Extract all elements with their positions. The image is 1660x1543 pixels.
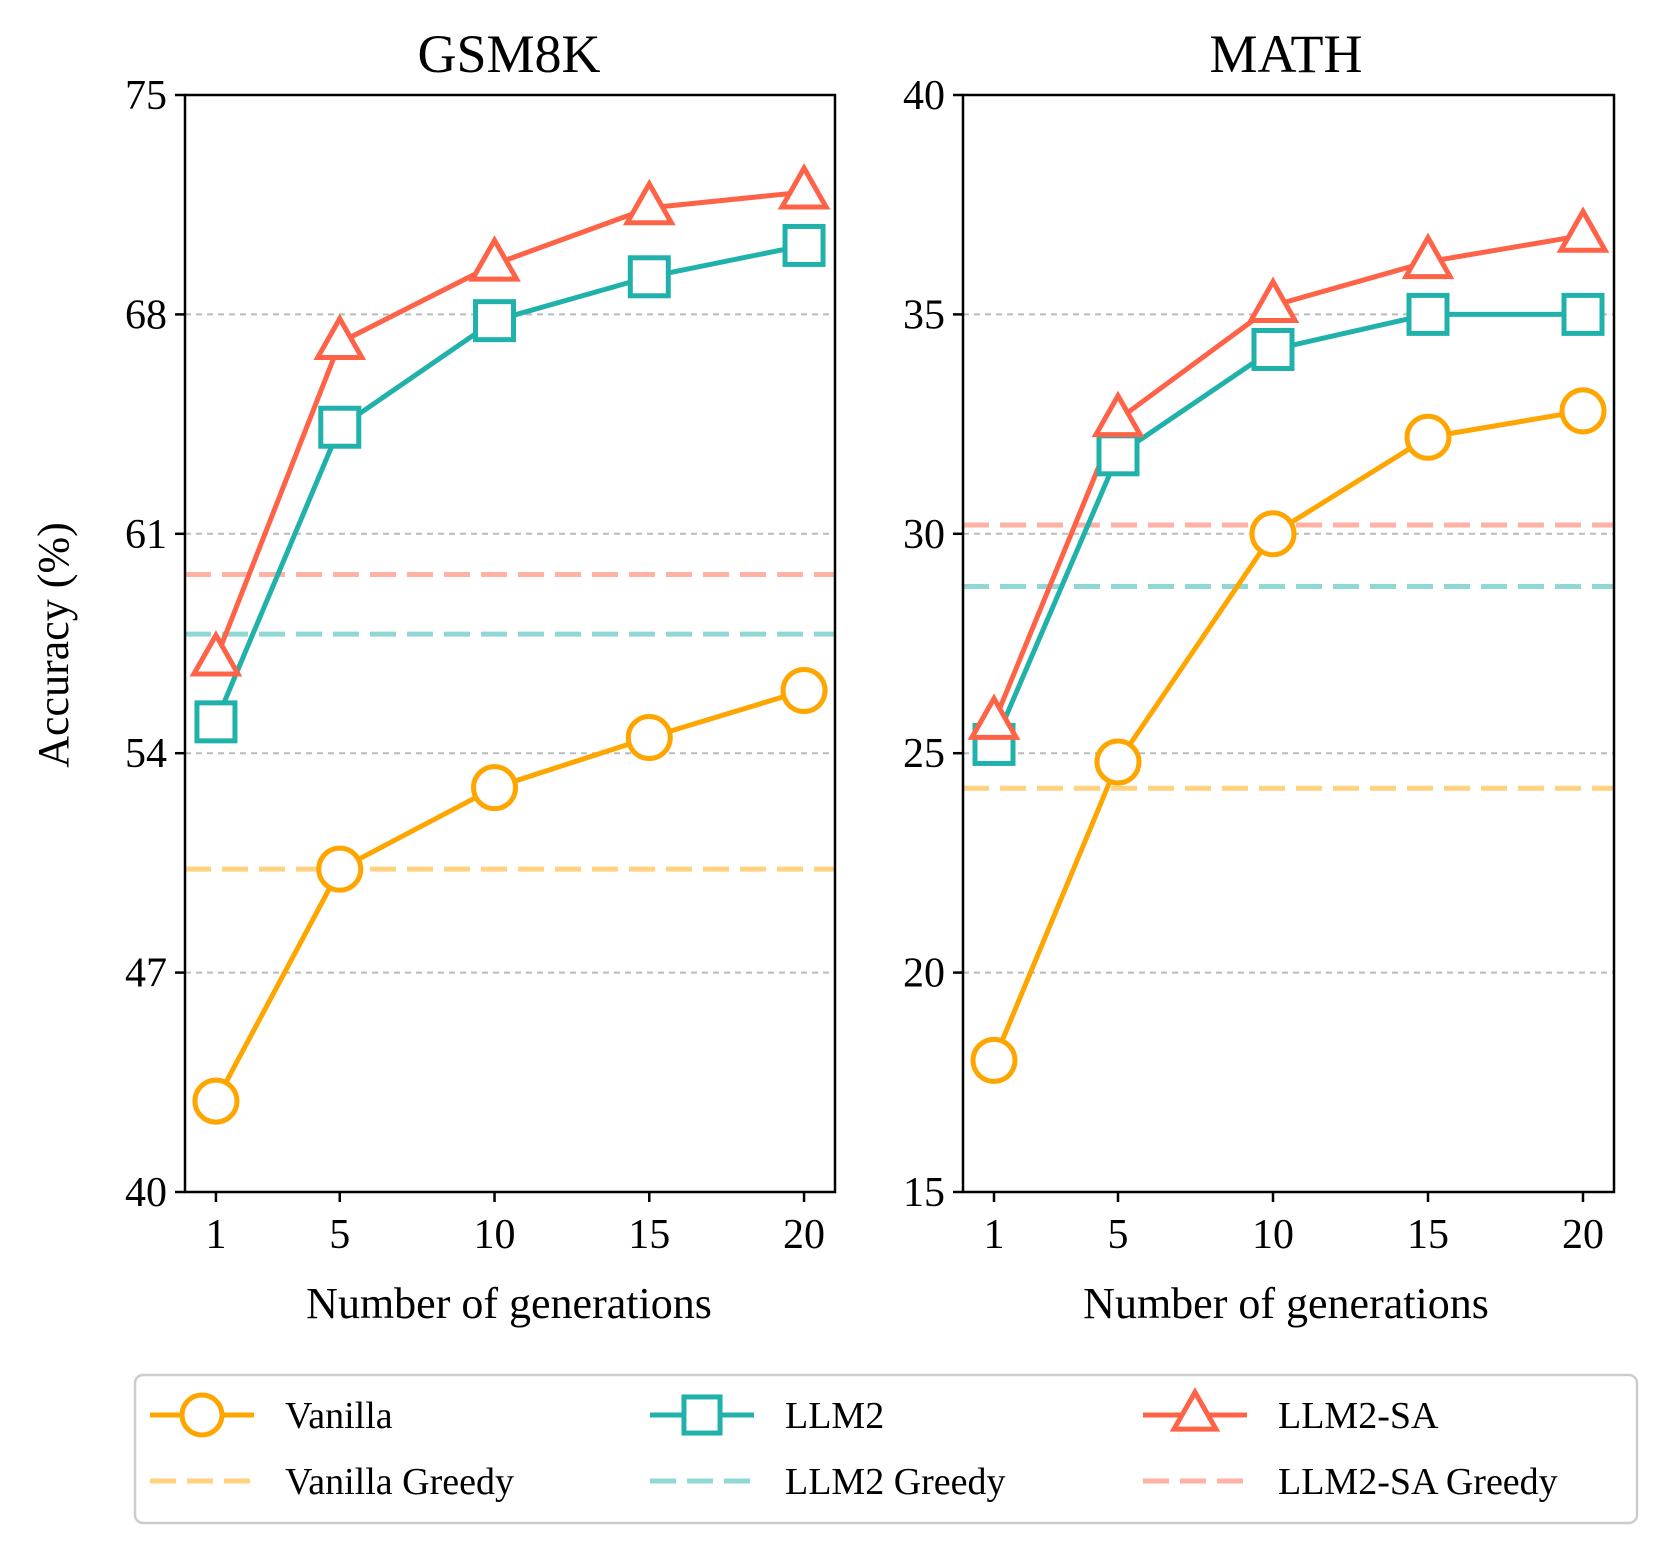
llm2-point — [627, 255, 671, 299]
llm2-sa-point — [313, 313, 367, 360]
vanilla-series-line — [213, 688, 805, 1103]
panel-math: MATH Number of generations 1520253035401… — [903, 24, 1616, 1328]
vanilla-point — [780, 667, 828, 715]
llm2-sa-point — [1401, 232, 1455, 280]
legend-llm2-label: LLM2 — [785, 1395, 884, 1437]
vanilla-point — [471, 764, 519, 812]
plot-frame — [961, 93, 1616, 1194]
x-tick-label: 15 — [628, 1212, 670, 1258]
panel-title: MATH — [1209, 24, 1362, 84]
vanilla-point — [316, 845, 364, 893]
x-axis-label: Number of generations — [1083, 1279, 1489, 1328]
y-tick-label: 40 — [125, 1170, 167, 1216]
legend-llm2-sa-greedy-label: LLM2-SA Greedy — [1278, 1461, 1558, 1503]
llm2-sa-point — [622, 178, 676, 226]
y-tick-label: 15 — [903, 1170, 945, 1216]
llm2-point — [782, 223, 826, 267]
x-tick-label: 10 — [474, 1212, 516, 1258]
legend-llm2-sa-marker — [1169, 1387, 1221, 1432]
y-tick-label: 54 — [125, 731, 167, 777]
vanilla-point — [970, 1036, 1018, 1084]
llm2-point — [1096, 433, 1140, 477]
legend-llm2-sa-label: LLM2-SA — [1278, 1395, 1439, 1437]
vanilla-point — [625, 714, 673, 762]
y-axis-label: Accuracy (%) — [29, 522, 78, 768]
y-tick-label: 47 — [125, 951, 167, 997]
vanilla-point — [1249, 510, 1297, 558]
llm2-sa-point — [468, 235, 521, 282]
y-tick-label: 25 — [903, 731, 945, 777]
x-tick-label: 20 — [1562, 1212, 1604, 1258]
llm2-sa-point — [1556, 206, 1610, 253]
llm2-point — [194, 700, 238, 744]
y-tick-label: 75 — [125, 73, 167, 119]
legend-llm2-marker — [681, 1394, 723, 1436]
llm2-sa-point — [189, 630, 243, 677]
llm2-sa-point — [777, 163, 831, 210]
x-tick-label: 5 — [1108, 1212, 1129, 1258]
panel-title: GSM8K — [417, 24, 600, 84]
y-tick-label: 61 — [125, 512, 167, 558]
llm2-sa-point — [967, 693, 1021, 740]
plot-frame — [183, 93, 837, 1194]
vanilla-point — [192, 1077, 240, 1125]
legend-frame — [133, 1373, 1639, 1525]
llm2-sa-point — [1246, 276, 1300, 324]
x-axis-label: Number of generations — [306, 1279, 712, 1328]
llm2-point — [318, 405, 362, 449]
y-tick-label: 40 — [903, 73, 945, 119]
llm2-point — [1406, 292, 1450, 336]
vanilla-point — [1404, 413, 1452, 461]
legend-vanilla-greedy-label: Vanilla Greedy — [285, 1461, 514, 1503]
legend-vanilla-label: Vanilla — [285, 1395, 393, 1437]
llm2-point — [1251, 328, 1295, 372]
vanilla-point — [1094, 738, 1142, 786]
y-tick-label: 35 — [903, 292, 945, 338]
x-tick-label: 5 — [329, 1212, 350, 1258]
llm2-point — [473, 299, 517, 343]
legend-vanilla-marker — [179, 1392, 225, 1438]
vanilla-point — [1559, 387, 1607, 435]
panel-gsm8k: GSM8K Number of generations 40 47 54 61 68 75… — [125, 24, 837, 1328]
x-tick-label: 20 — [783, 1212, 825, 1258]
y-tick-label: 20 — [903, 951, 945, 997]
llm2-sa-point — [1091, 390, 1145, 438]
y-tick-label: 68 — [125, 292, 167, 338]
legend-llm2-greedy-label: LLM2 Greedy — [785, 1461, 1006, 1503]
x-tick-label: 15 — [1407, 1212, 1449, 1258]
y-tick-label: 30 — [903, 512, 945, 558]
legend: Vanilla LLM2 LLM2-SA Vanilla Greedy LLM2 Gre… — [133, 1373, 1639, 1525]
x-tick-label: 10 — [1252, 1212, 1294, 1258]
llm2-point — [1561, 292, 1605, 336]
x-tick-label: 1 — [205, 1212, 226, 1258]
x-tick-label: 1 — [984, 1212, 1005, 1258]
